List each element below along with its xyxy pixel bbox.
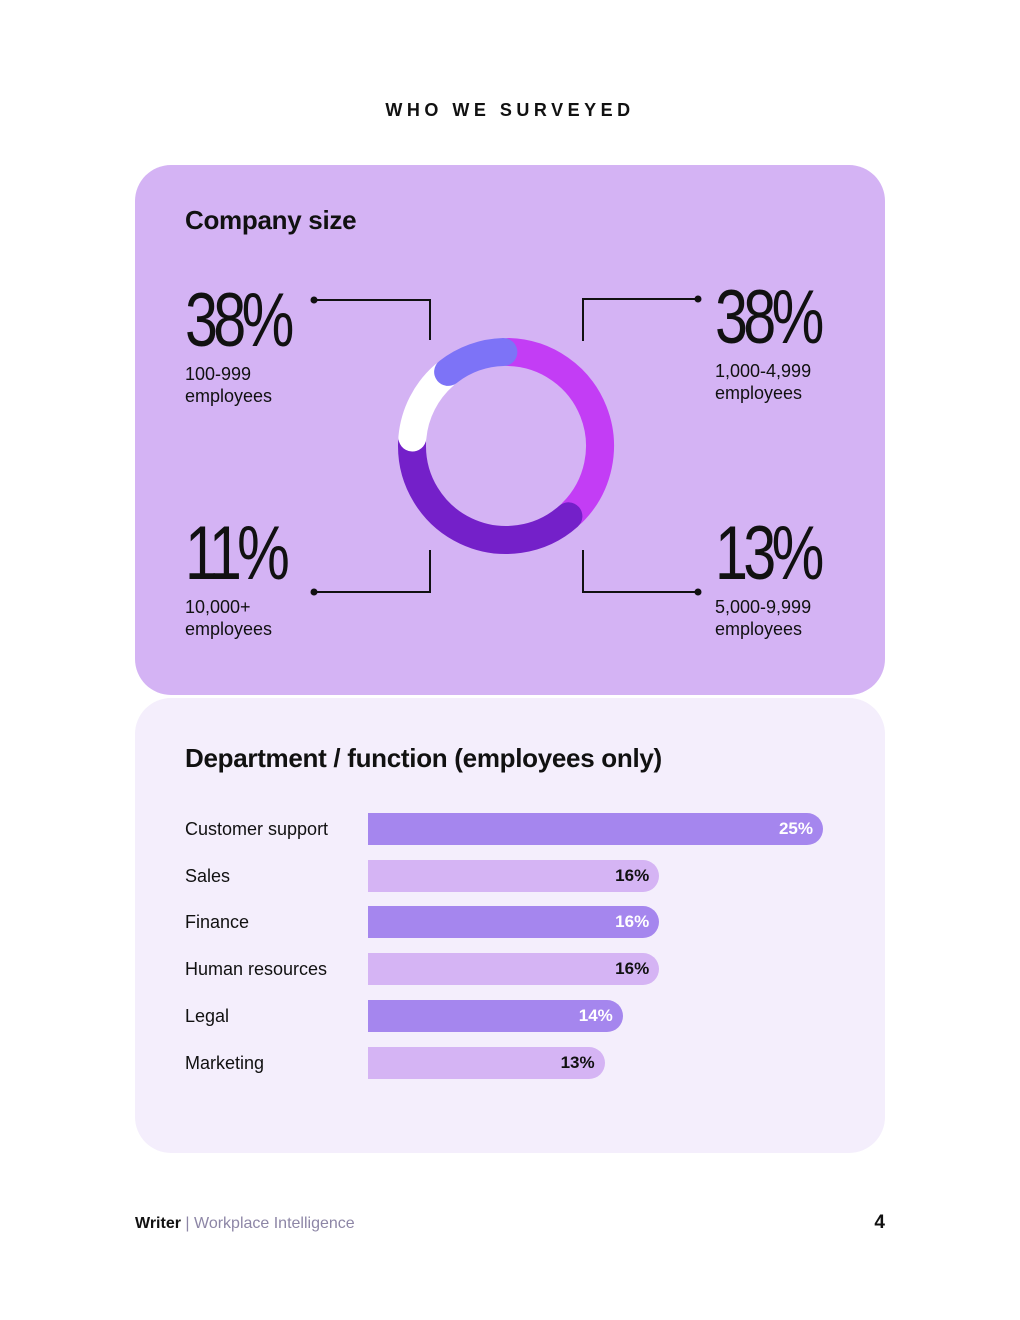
bar-label: Finance bbox=[185, 912, 250, 933]
stat-label-line1: 1,000-4,999 bbox=[715, 361, 812, 381]
bar-value-label: 25% bbox=[778, 819, 813, 838]
bar-label: Customer support bbox=[185, 819, 329, 839]
leader-line-dot bbox=[310, 588, 318, 596]
slice-5000-9999 bbox=[398, 361, 459, 452]
footer-subtitle: Workplace Intelligence bbox=[194, 1215, 355, 1232]
leader-line-dot bbox=[310, 296, 318, 304]
stat-value: 38% bbox=[185, 278, 294, 363]
stat-value: 13% bbox=[715, 511, 824, 596]
department-title: Department / function (employees only) bbox=[185, 743, 662, 773]
company-size-title: Company size bbox=[185, 205, 357, 235]
bar-value-label: 16% bbox=[615, 865, 650, 885]
page-number: 4 bbox=[874, 1212, 885, 1233]
leader-line-dot bbox=[694, 295, 702, 303]
stat-value: 11% bbox=[185, 511, 290, 596]
stat-label-line2: employees bbox=[715, 383, 803, 403]
slice-10000-plus bbox=[434, 338, 518, 386]
stat-label-line1: 5,000-9,999 bbox=[715, 597, 812, 617]
stat-label-line2: employees bbox=[185, 619, 273, 639]
leader-lines bbox=[310, 295, 702, 596]
leader-line-10000-plus bbox=[314, 550, 431, 593]
bar-label: Marketing bbox=[185, 1052, 265, 1073]
leader-line-100-999 bbox=[314, 299, 431, 340]
bar: 16% bbox=[368, 953, 660, 986]
stat-value: 38% bbox=[715, 275, 824, 360]
stat-10000-plus: 11% 10,000+ employees bbox=[185, 516, 335, 640]
footer-brand: Writer | Workplace Intelligence bbox=[135, 1215, 355, 1233]
bar-value-label: 16% bbox=[615, 959, 650, 979]
leader-line-5000-9999 bbox=[582, 550, 698, 593]
bar-value-label: 14% bbox=[578, 1005, 613, 1025]
stat-100-999: 38% 100-999 employees bbox=[185, 283, 335, 407]
bar: 25% bbox=[368, 813, 823, 845]
bar-label: Legal bbox=[185, 1005, 230, 1026]
stat-label-line1: 10,000+ bbox=[185, 597, 251, 617]
leader-line-dot bbox=[694, 588, 702, 596]
stat-5000-9999: 13% 5,000-9,999 employees bbox=[715, 516, 865, 640]
stat-1000-4999: 38% 1,000-4,999 employees bbox=[715, 280, 865, 404]
slice-100-999 bbox=[494, 338, 614, 527]
leader-line-1000-4999 bbox=[582, 298, 698, 341]
stat-label-line2: employees bbox=[185, 386, 273, 406]
slice-1000-4999 bbox=[398, 428, 583, 554]
page-heading: WHO WE SURVEYED bbox=[385, 100, 635, 120]
stat-label-line2: employees bbox=[715, 619, 803, 639]
bar-value-label: 13% bbox=[560, 1052, 595, 1072]
bar-label: Sales bbox=[185, 865, 231, 886]
bar: 16% bbox=[368, 906, 660, 939]
bar: 14% bbox=[368, 999, 623, 1032]
bar-value-label: 16% bbox=[615, 912, 650, 932]
bar: 13% bbox=[368, 1046, 605, 1079]
stat-label-line1: 100-999 bbox=[185, 364, 252, 384]
bar: 16% bbox=[368, 859, 660, 892]
footer-separator: | bbox=[185, 1215, 190, 1232]
footer-brand-name: Writer bbox=[135, 1215, 181, 1232]
company-size-card bbox=[135, 165, 885, 695]
bar-label: Human resources bbox=[185, 959, 328, 980]
